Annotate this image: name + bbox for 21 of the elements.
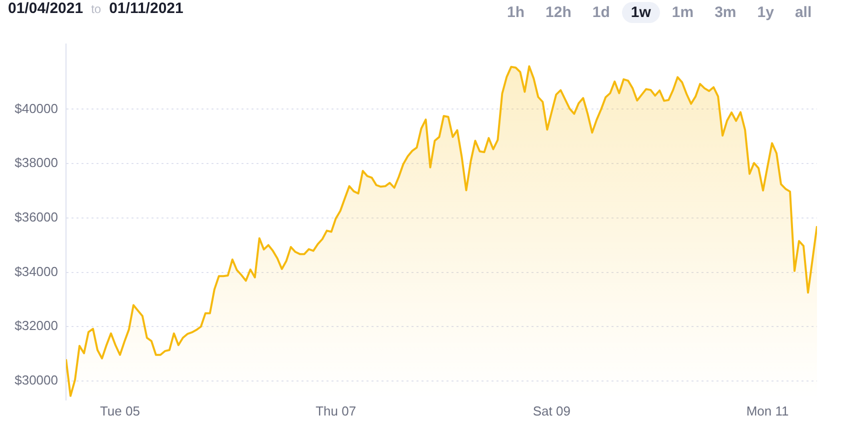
- text: 1d: [591, 3, 611, 23]
- text: 12h: [544, 3, 572, 23]
- y-tick-label: $34000: [14, 264, 58, 279]
- y-tick-label: $40000: [14, 100, 58, 116]
- text: to: [91, 2, 102, 16]
- text: 1y: [756, 3, 775, 23]
- y-tick-label: $32000: [14, 318, 58, 334]
- x-tick-label: Tue 05: [100, 403, 140, 418]
- text: 01/11/2021: [109, 0, 184, 17]
- text: 1m: [670, 3, 695, 23]
- y-tick-label: $36000: [14, 210, 58, 224]
- y-tick-label: $38000: [14, 155, 58, 170]
- text: 1h: [506, 3, 526, 23]
- text: 1w: [622, 2, 660, 23]
- x-tick-label: Mon 11: [746, 403, 789, 418]
- text: 3m: [714, 3, 738, 23]
- text: 01/04/2021: [8, 0, 84, 17]
- x-tick-label: Sat 09: [532, 403, 570, 418]
- x-tick-label: Thu 07: [316, 403, 356, 418]
- y-tick-label: $30000: [14, 372, 58, 388]
- text: all: [794, 3, 813, 23]
